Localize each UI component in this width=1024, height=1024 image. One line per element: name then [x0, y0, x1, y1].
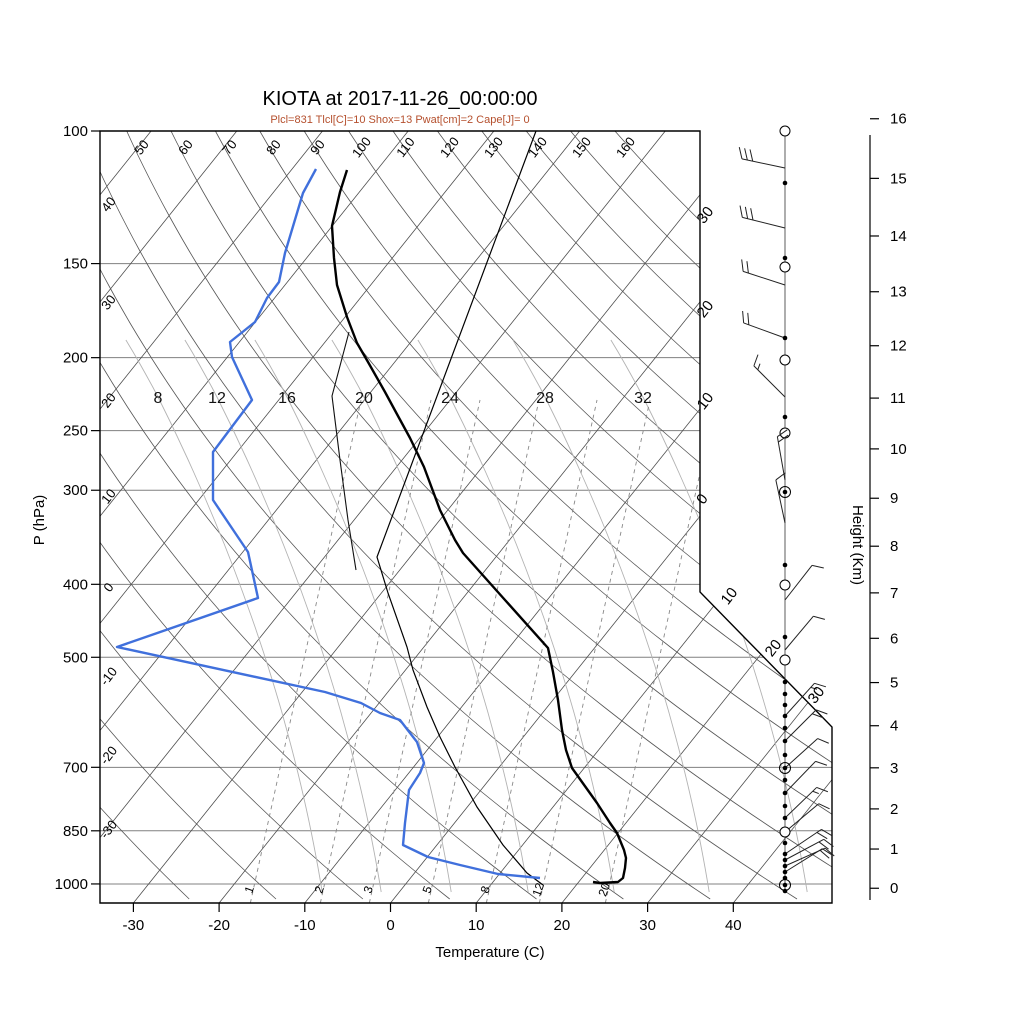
- svg-text:Height (Km): Height (Km): [849, 505, 866, 585]
- pressure-gridlines: [100, 131, 832, 885]
- moist-adiabat-labels: 8 12 16 20 24 28 32: [154, 390, 652, 407]
- svg-text:30: 30: [98, 292, 119, 313]
- svg-text:20: 20: [554, 917, 571, 934]
- svg-text:30: 30: [694, 203, 718, 227]
- svg-text:P (hPa): P (hPa): [31, 495, 48, 546]
- svg-text:13: 13: [890, 284, 907, 301]
- isotherm-labels: 30 20 10 0 10 20 30: [693, 203, 828, 707]
- svg-text:300: 300: [63, 482, 88, 499]
- dewpoint-curve: [115, 168, 541, 880]
- svg-text:120: 120: [437, 134, 462, 160]
- svg-text:100: 100: [63, 123, 88, 140]
- svg-text:15: 15: [890, 170, 907, 187]
- svg-text:700: 700: [63, 759, 88, 776]
- svg-text:32: 32: [634, 390, 652, 407]
- svg-text:14: 14: [890, 228, 907, 245]
- svg-text:1000: 1000: [55, 876, 88, 893]
- svg-text:2: 2: [890, 801, 898, 818]
- svg-text:70: 70: [219, 137, 240, 158]
- svg-text:60: 60: [175, 137, 196, 158]
- svg-text:110: 110: [393, 134, 418, 160]
- svg-text:1: 1: [890, 841, 898, 858]
- svg-text:30: 30: [639, 917, 656, 934]
- parcel-curve: [376, 131, 544, 886]
- plot-border: [99, 130, 833, 904]
- mixing-ratio-labels: 1 2 3 5 8 12 20: [242, 881, 614, 899]
- svg-text:1: 1: [242, 884, 258, 895]
- temperature-axis: -30 -20 -10 0 10 20 30 40 Temperature (C): [123, 903, 742, 961]
- svg-text:20: 20: [595, 881, 613, 899]
- svg-text:140: 140: [525, 134, 550, 160]
- chart-subtitle: Plcl=831 Tlcl[C]=10 Shox=13 Pwat[cm]=2 C…: [270, 114, 530, 126]
- svg-text:0: 0: [890, 880, 898, 897]
- svg-text:0: 0: [386, 917, 394, 934]
- svg-text:20: 20: [694, 297, 718, 321]
- svg-text:8: 8: [478, 884, 494, 895]
- svg-text:100: 100: [349, 134, 374, 160]
- svg-text:-30: -30: [123, 917, 145, 934]
- svg-text:28: 28: [536, 390, 554, 407]
- svg-text:80: 80: [263, 137, 284, 158]
- svg-text:12: 12: [208, 390, 226, 407]
- svg-text:12: 12: [529, 881, 547, 899]
- svg-text:250: 250: [63, 423, 88, 440]
- svg-text:150: 150: [569, 134, 594, 160]
- svg-text:50: 50: [131, 137, 152, 158]
- svg-text:10: 10: [718, 584, 742, 608]
- svg-text:-10: -10: [294, 917, 316, 934]
- svg-text:10: 10: [890, 441, 907, 458]
- svg-text:150: 150: [63, 256, 88, 273]
- dry-adiabat-labels: 50 60 70 80 90 100 110 120 130 140 150 160403020100…: [97, 134, 638, 841]
- svg-text:130: 130: [481, 134, 506, 160]
- mixing-ratio-lines: [249, 399, 717, 903]
- secondary-curve: [331, 331, 357, 571]
- svg-text:8: 8: [890, 538, 898, 555]
- svg-text:5: 5: [890, 675, 898, 692]
- svg-text:16: 16: [278, 390, 296, 407]
- chart-title: KIOTA at 2017-11-26_00:00:00: [262, 88, 538, 110]
- svg-text:200: 200: [63, 350, 88, 367]
- svg-text:5: 5: [420, 884, 436, 895]
- svg-text:12: 12: [890, 338, 907, 355]
- svg-text:0: 0: [100, 580, 116, 595]
- svg-text:500: 500: [63, 649, 88, 666]
- svg-text:40: 40: [725, 917, 742, 934]
- svg-text:8: 8: [154, 390, 163, 407]
- svg-text:-20: -20: [208, 917, 230, 934]
- temperature-curve: [330, 169, 628, 885]
- svg-text:40: 40: [98, 194, 119, 215]
- svg-text:2: 2: [312, 884, 328, 895]
- svg-text:4: 4: [890, 718, 898, 735]
- svg-text:6: 6: [890, 630, 898, 647]
- svg-text:160: 160: [613, 134, 638, 160]
- svg-text:400: 400: [63, 576, 88, 593]
- wind-barb-column: [738, 125, 835, 894]
- svg-text:10: 10: [98, 486, 119, 507]
- svg-text:Temperature (C): Temperature (C): [435, 944, 544, 961]
- svg-text:10: 10: [468, 917, 485, 934]
- svg-text:10: 10: [694, 389, 718, 413]
- svg-text:20: 20: [355, 390, 373, 407]
- svg-text:0: 0: [693, 491, 712, 508]
- pressure-axis: 100 150 200 250 300 400 500 700 850 1000 P (hPa): [31, 123, 100, 893]
- svg-text:850: 850: [63, 823, 88, 840]
- svg-text:7: 7: [890, 585, 898, 602]
- svg-text:30: 30: [805, 683, 829, 707]
- moist-adiabats: [125, 339, 808, 893]
- svg-text:20: 20: [762, 636, 786, 660]
- svg-text:3: 3: [361, 884, 377, 895]
- svg-text:3: 3: [890, 760, 898, 777]
- plot-area: [100, 131, 832, 903]
- svg-text:9: 9: [890, 490, 898, 507]
- svg-text:16: 16: [890, 111, 907, 128]
- svg-text:24: 24: [441, 390, 459, 407]
- svg-text:11: 11: [890, 390, 906, 407]
